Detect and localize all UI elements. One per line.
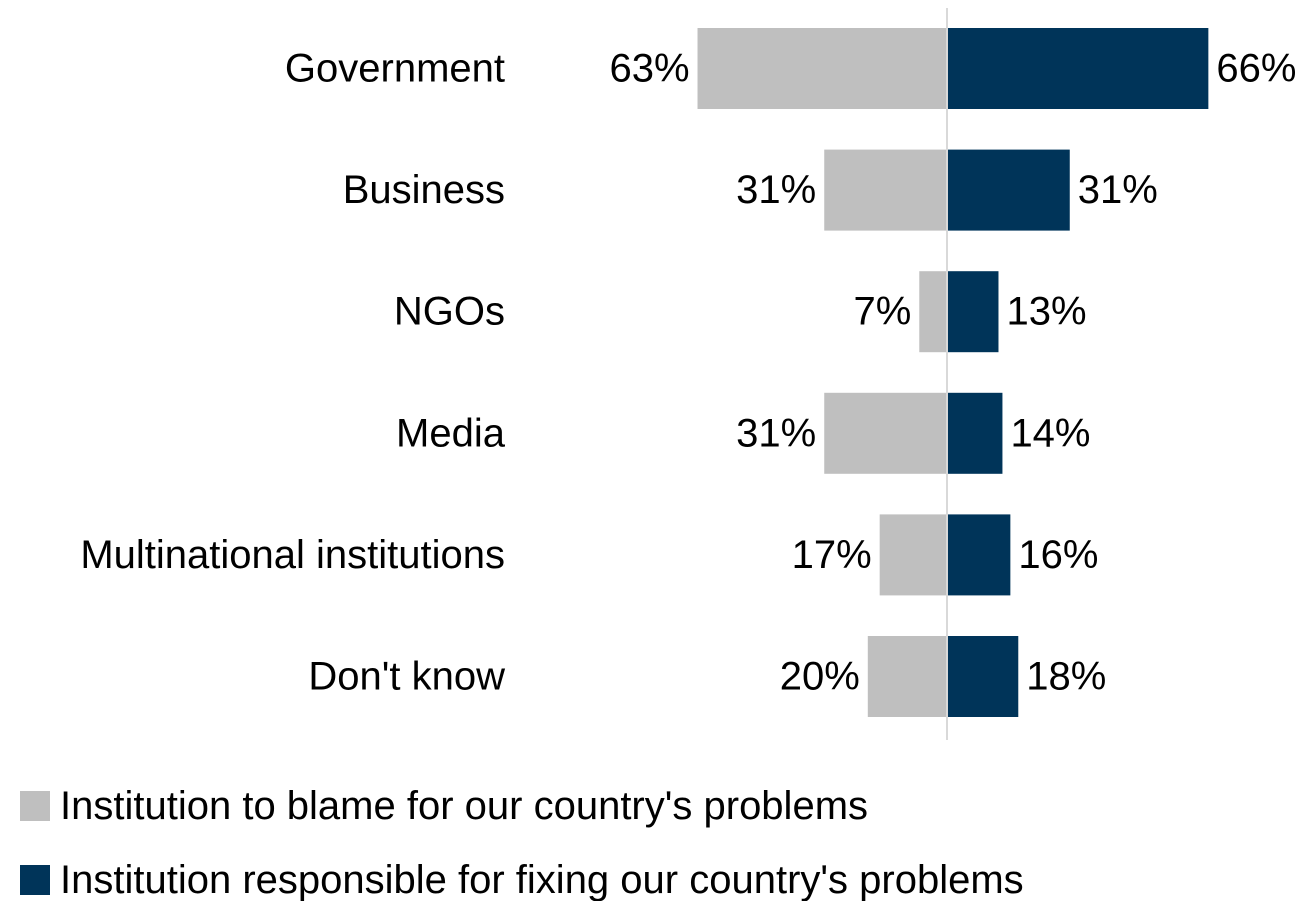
- category-label-ngos: NGOs: [394, 290, 505, 334]
- bar-blame-media: [824, 392, 947, 474]
- category-label-multinational-institutions: Multinational institutions: [80, 533, 505, 577]
- value-label-fixing-multinational-institutions: 16%: [1018, 533, 1098, 577]
- category-label-government: Government: [285, 47, 505, 91]
- bar-fixing-business: [947, 149, 1070, 231]
- value-label-blame-ngos: 7%: [853, 290, 911, 334]
- category-label-don-t-know: Don't know: [308, 655, 505, 699]
- value-label-blame-media: 31%: [736, 411, 816, 455]
- legend-swatch-fixing: [20, 865, 50, 895]
- bar-fixing-government: [947, 28, 1209, 109]
- value-labels: 63% 66% 31% 31% 7% 13% 31% 14% 17% 16% 20% 18%: [609, 47, 1296, 699]
- value-label-fixing-government: 66%: [1216, 47, 1296, 91]
- bars: [697, 28, 1209, 717]
- value-label-blame-government: 63%: [609, 47, 689, 91]
- bar-fixing-ngos: [947, 271, 999, 353]
- legend: Institution to blame for our country's p…: [20, 784, 1024, 901]
- bar-fixing-don-t-know: [947, 636, 1019, 717]
- value-label-fixing-ngos: 13%: [1006, 290, 1086, 334]
- legend-swatch-blame: [20, 791, 50, 821]
- value-label-fixing-media: 14%: [1010, 411, 1090, 455]
- category-label-business: Business: [343, 168, 505, 212]
- legend-label-fixing: Institution responsible for fixing our c…: [60, 858, 1024, 901]
- bar-blame-business: [824, 149, 947, 231]
- category-labels: Government Business NGOs Media Multinational…: [80, 47, 505, 699]
- bar-fixing-multinational-institutions: [947, 514, 1011, 596]
- value-label-blame-multinational-institutions: 17%: [792, 533, 872, 577]
- legend-label-blame: Institution to blame for our country's p…: [60, 784, 868, 828]
- bar-blame-don-t-know: [867, 636, 947, 717]
- bar-blame-ngos: [919, 271, 947, 353]
- bar-fixing-media: [947, 392, 1003, 474]
- value-label-fixing-don-t-know: 18%: [1026, 655, 1106, 699]
- value-label-fixing-business: 31%: [1078, 168, 1158, 212]
- bar-blame-multinational-institutions: [879, 514, 947, 596]
- value-label-blame-business: 31%: [736, 168, 816, 212]
- category-label-media: Media: [396, 411, 506, 455]
- bar-blame-government: [697, 28, 947, 109]
- value-label-blame-don-t-know: 20%: [780, 655, 860, 699]
